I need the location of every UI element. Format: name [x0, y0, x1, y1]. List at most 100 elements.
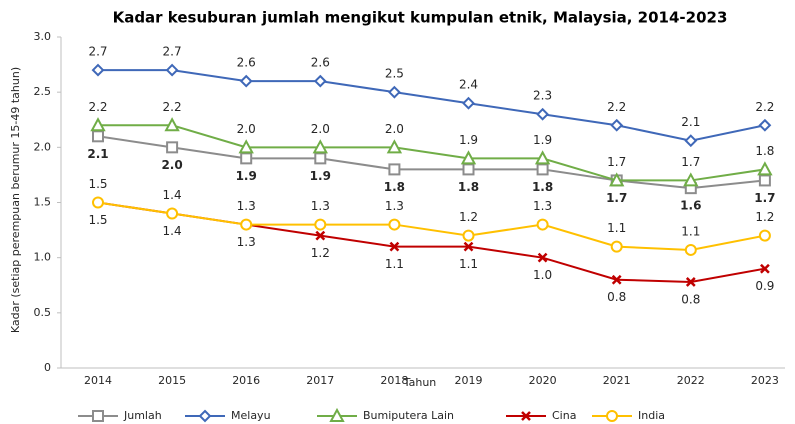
- y-tick-label: 2.5: [34, 85, 52, 98]
- data-label: 0.8: [607, 290, 626, 304]
- x-tick-label: 2021: [603, 374, 631, 387]
- chart-title: Kadar kesuburan jumlah mengikut kumpulan…: [113, 9, 728, 27]
- data-label: 2.4: [459, 78, 478, 92]
- marker: [388, 218, 401, 231]
- y-tick-label: 0.5: [34, 306, 52, 319]
- data-label: 1.2: [755, 210, 774, 224]
- data-label: 2.0: [385, 122, 404, 136]
- marker: [315, 230, 326, 241]
- marker: [757, 161, 773, 176]
- data-label: 2.0: [237, 122, 256, 136]
- data-label: 1.8: [532, 180, 553, 194]
- marker: [462, 96, 475, 110]
- series-line: [98, 69, 766, 142]
- marker: [460, 150, 477, 165]
- marker: [536, 107, 550, 121]
- data-label: 2.7: [163, 45, 182, 59]
- marker: [92, 130, 104, 143]
- series-markers: [92, 130, 771, 195]
- marker: [386, 139, 403, 154]
- data-label: 2.2: [755, 100, 774, 114]
- x-tick-label: 2023: [751, 374, 779, 387]
- data-label: 0.8: [681, 292, 700, 306]
- data-label: 2.2: [607, 100, 626, 114]
- data-label: 2.6: [311, 56, 330, 70]
- y-tick-label: 1.5: [34, 196, 52, 209]
- legend-label: Jumlah: [123, 409, 162, 422]
- data-label: 1.8: [384, 180, 405, 194]
- marker: [313, 74, 327, 88]
- x-axis-label: Tahun: [403, 376, 437, 389]
- y-tick-label: 0: [44, 361, 51, 374]
- marker: [684, 134, 698, 148]
- marker: [758, 118, 772, 132]
- marker: [239, 74, 253, 88]
- marker: [537, 252, 548, 263]
- x-tick-label: 2018: [380, 374, 408, 387]
- data-label: 1.5: [88, 177, 107, 191]
- data-label: 1.9: [236, 169, 257, 183]
- marker: [92, 410, 104, 422]
- data-label: 1.0: [533, 268, 552, 282]
- marker: [91, 63, 105, 77]
- x-tick-label: 2017: [306, 374, 334, 387]
- x-tick-label: 2014: [84, 374, 112, 387]
- marker: [462, 229, 475, 242]
- marker: [610, 240, 623, 253]
- data-label: 1.3: [237, 199, 256, 213]
- legend-label: India: [638, 409, 665, 422]
- series-markers: [93, 197, 770, 287]
- marker: [462, 163, 475, 176]
- data-label: 0.9: [755, 279, 774, 293]
- marker: [387, 85, 401, 99]
- marker: [240, 218, 253, 231]
- data-label: 1.9: [533, 133, 552, 147]
- data-label: 2.7: [88, 45, 107, 59]
- legend-label: Bumiputera Lain: [363, 409, 454, 422]
- data-label: 1.6: [680, 199, 701, 213]
- x-tick-label: 2020: [529, 374, 557, 387]
- marker: [536, 163, 549, 176]
- marker: [536, 218, 549, 231]
- data-label: 1.4: [163, 188, 182, 202]
- marker: [463, 241, 474, 252]
- data-label: 2.1: [87, 147, 108, 161]
- legend-label: Melayu: [231, 409, 271, 422]
- marker: [329, 407, 345, 422]
- data-label: 2.0: [161, 158, 182, 172]
- marker: [198, 409, 212, 423]
- y-axis-label: Kadar (setiap perempuan berumur 15-49 ta…: [9, 67, 22, 333]
- marker: [609, 172, 625, 187]
- data-label: 1.9: [310, 169, 331, 183]
- data-label: 1.1: [681, 224, 700, 238]
- data-label: 1.1: [607, 221, 626, 235]
- marker: [92, 196, 104, 209]
- marker: [314, 152, 327, 165]
- data-label: 1.2: [311, 246, 330, 260]
- data-label: 1.7: [681, 155, 700, 169]
- x-tick-label: 2015: [158, 374, 186, 387]
- x-tick-label: 2019: [455, 374, 483, 387]
- marker: [760, 263, 770, 274]
- marker: [521, 411, 531, 421]
- series-markers: [91, 63, 772, 148]
- marker: [240, 152, 253, 165]
- legend-label: Cina: [552, 409, 576, 422]
- marker: [611, 274, 622, 285]
- x-tick-label: 2022: [677, 374, 705, 387]
- data-label: 2.6: [237, 56, 256, 70]
- marker: [388, 163, 401, 176]
- marker: [166, 141, 179, 154]
- series-line: [98, 124, 766, 182]
- data-label: 1.4: [163, 224, 182, 238]
- data-label: 1.1: [459, 257, 478, 271]
- data-label: 1.3: [237, 235, 256, 249]
- data-label: 2.2: [163, 100, 182, 114]
- data-label: 1.5: [88, 213, 107, 227]
- data-label: 1.3: [385, 199, 404, 213]
- data-label: 2.1: [681, 115, 700, 129]
- data-label: 2.5: [385, 67, 404, 81]
- data-label: 1.7: [754, 191, 775, 205]
- x-tick-label: 2016: [232, 374, 260, 387]
